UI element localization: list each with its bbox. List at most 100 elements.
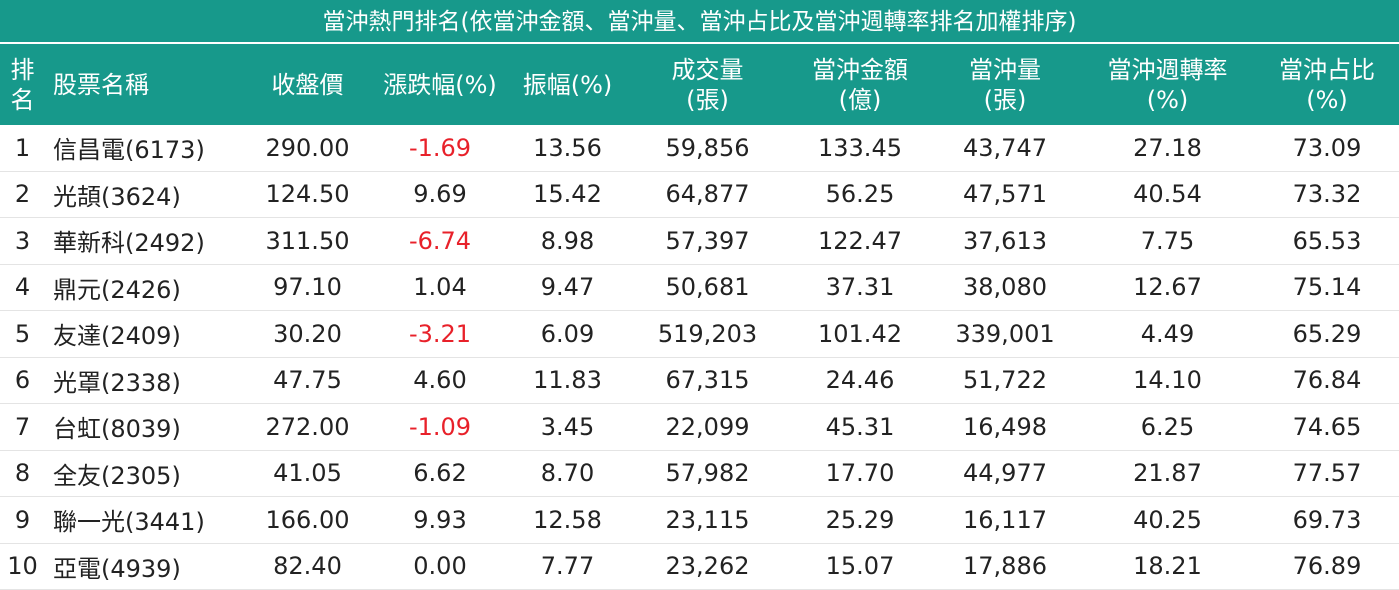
table-cell: 56.25: [790, 171, 930, 218]
table-cell: 全友(2305): [45, 450, 245, 497]
table-cell: 聯一光(3441): [45, 496, 245, 544]
table-cell: -1.09: [370, 403, 510, 451]
table-cell: 11.83: [510, 357, 625, 404]
table-cell: 21.87: [1080, 450, 1255, 497]
table-cell: 光頡(3624): [45, 171, 245, 218]
table-cell: 3: [0, 217, 45, 265]
table-cell: 17.70: [790, 450, 930, 497]
table-cell: 6.62: [370, 450, 510, 497]
table-cell: 4.60: [370, 357, 510, 404]
table-row: 3 華新科(2492) 311.50 -6.74 8.98 57,397 122.47 37,…: [0, 217, 1399, 265]
table-cell: 50,681: [625, 264, 790, 311]
table-cell: 5: [0, 310, 45, 358]
table-cell: 4.49: [1080, 310, 1255, 358]
header-line: (張): [686, 85, 729, 114]
table-cell: 311.50: [245, 217, 370, 265]
table-cell: 12.58: [510, 496, 625, 544]
table-cell: 17,886: [930, 543, 1080, 590]
table-cell: 124.50: [245, 171, 370, 218]
table-cell: 華新科(2492): [45, 217, 245, 265]
table-cell: 2: [0, 171, 45, 218]
table-cell: 272.00: [245, 403, 370, 451]
table-cell: 亞電(4939): [45, 543, 245, 590]
table-row: 8 全友(2305) 41.05 6.62 8.70 57,982 17.70 44,977 2…: [0, 450, 1399, 497]
header-line: 成交量: [671, 55, 744, 84]
table-cell: 47.75: [245, 357, 370, 404]
table-cell: 43,747: [930, 125, 1080, 172]
table-cell: 76.89: [1255, 543, 1399, 590]
column-header: 收盤價: [245, 44, 370, 125]
table-cell: -3.21: [370, 310, 510, 358]
header-line: (張): [983, 85, 1027, 114]
table-row: 4 鼎元(2426) 97.10 1.04 9.47 50,681 37.31 38,080 1…: [0, 264, 1399, 311]
header-line: 當沖占比: [1279, 55, 1375, 84]
table-cell: 9.93: [370, 496, 510, 544]
header-line: 排: [10, 55, 35, 84]
table-cell: 16,117: [930, 496, 1080, 544]
table-cell: 24.46: [790, 357, 930, 404]
table-cell: 23,262: [625, 543, 790, 590]
table-cell: 76.84: [1255, 357, 1399, 404]
table-row: 2 光頡(3624) 124.50 9.69 15.42 64,877 56.25 47,57…: [0, 171, 1399, 218]
header-line: (億): [838, 85, 882, 114]
table-cell: 27.18: [1080, 125, 1255, 172]
table-cell: 133.45: [790, 125, 930, 172]
header-line: (%): [1146, 85, 1189, 114]
table-cell: 40.25: [1080, 496, 1255, 544]
table-cell: 44,977: [930, 450, 1080, 497]
table-cell: 12.67: [1080, 264, 1255, 311]
table-cell: 14.10: [1080, 357, 1255, 404]
table-cell: 8.98: [510, 217, 625, 265]
table-cell: 41.05: [245, 450, 370, 497]
table-cell: 10: [0, 543, 45, 590]
table-row: 1 信昌電(6173) 290.00 -1.69 13.56 59,856 133.45 43…: [0, 125, 1399, 172]
table-cell: 37.31: [790, 264, 930, 311]
table-body: 1 信昌電(6173) 290.00 -1.69 13.56 59,856 133.45 43…: [0, 125, 1399, 590]
table-cell: 51,722: [930, 357, 1080, 404]
table-cell: 3.45: [510, 403, 625, 451]
table-cell: -6.74: [370, 217, 510, 265]
title-bar: 當沖熱門排名(依當沖金額、當沖量、當沖占比及當沖週轉率排名加權排序): [0, 0, 1399, 44]
table-cell: 40.54: [1080, 171, 1255, 218]
table-cell: 64,877: [625, 171, 790, 218]
column-header: 當沖量 (張): [930, 44, 1080, 125]
table-cell: 9.47: [510, 264, 625, 311]
table-cell: 122.47: [790, 217, 930, 265]
table-cell: 9: [0, 496, 45, 544]
table-cell: 339,001: [930, 310, 1080, 358]
table-cell: 光罩(2338): [45, 357, 245, 404]
table-cell: 65.29: [1255, 310, 1399, 358]
table-cell: 15.42: [510, 171, 625, 218]
table-cell: 25.29: [790, 496, 930, 544]
table-cell: 74.65: [1255, 403, 1399, 451]
ranking-table: 排名股票名稱 收盤價 漲跌幅(%) 振幅(%) 成交量 (張) 當沖金額 (億) 當沖量 (張) 當…: [0, 44, 1399, 590]
column-header: 排名: [0, 44, 45, 125]
header-line: 振幅(%): [522, 70, 613, 99]
table-cell: 鼎元(2426): [45, 264, 245, 311]
table-cell: 59,856: [625, 125, 790, 172]
table-cell: 9.69: [370, 171, 510, 218]
column-header: 當沖金額 (億): [790, 44, 930, 125]
table-cell: 1: [0, 125, 45, 172]
table-row: 9 聯一光(3441) 166.00 9.93 12.58 23,115 25.29 16,1…: [0, 496, 1399, 544]
table-cell: 30.20: [245, 310, 370, 358]
table-cell: 1.04: [370, 264, 510, 311]
table-cell: 7.75: [1080, 217, 1255, 265]
table-cell: 38,080: [930, 264, 1080, 311]
table-cell: 23,115: [625, 496, 790, 544]
table-cell: 75.14: [1255, 264, 1399, 311]
header-line: 收盤價: [271, 70, 344, 99]
table-cell: 57,982: [625, 450, 790, 497]
header-line: 股票名稱: [53, 70, 149, 99]
column-header: 振幅(%): [510, 44, 625, 125]
table-row: 5 友達(2409) 30.20 -3.21 6.09 519,203 101.42 339,…: [0, 310, 1399, 358]
table-cell: 台虹(8039): [45, 403, 245, 451]
table-cell: 290.00: [245, 125, 370, 172]
table-cell: 45.31: [790, 403, 930, 451]
table-cell: 8: [0, 450, 45, 497]
column-header: 當沖占比 (%): [1255, 44, 1399, 125]
table-cell: 47,571: [930, 171, 1080, 218]
table-cell: 7: [0, 403, 45, 451]
column-header: 成交量 (張): [625, 44, 790, 125]
